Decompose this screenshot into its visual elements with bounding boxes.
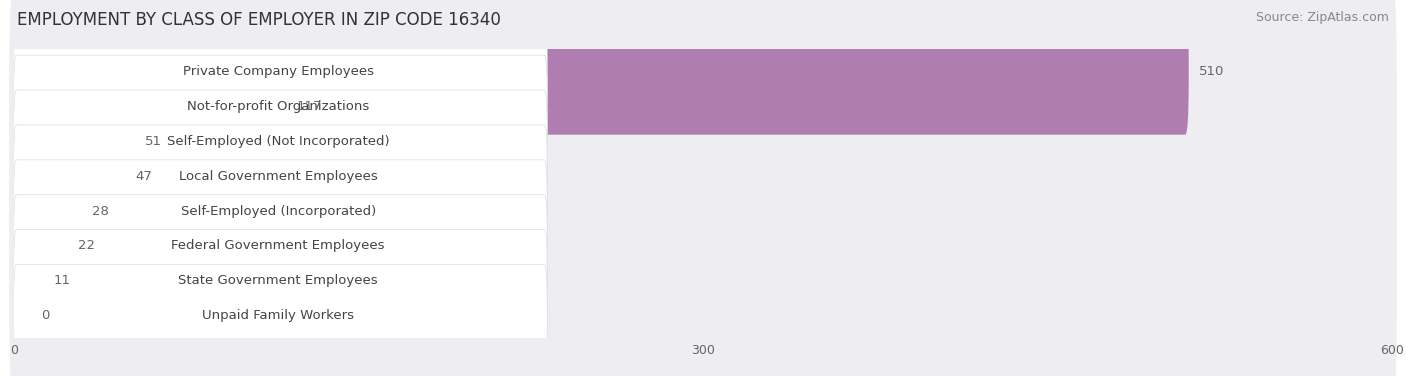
FancyBboxPatch shape [14,125,547,227]
FancyBboxPatch shape [14,195,547,297]
Text: Federal Government Employees: Federal Government Employees [172,240,385,252]
Text: 51: 51 [145,135,162,148]
Text: Not-for-profit Organizations: Not-for-profit Organizations [187,100,370,113]
Text: 47: 47 [136,170,153,183]
FancyBboxPatch shape [14,55,547,158]
Text: 510: 510 [1199,65,1225,78]
Text: Self-Employed (Not Incorporated): Self-Employed (Not Incorporated) [167,135,389,148]
Text: 22: 22 [79,240,96,252]
FancyBboxPatch shape [10,197,1396,365]
Text: 117: 117 [297,100,322,113]
Text: 0: 0 [42,309,51,322]
FancyBboxPatch shape [14,230,547,332]
FancyBboxPatch shape [14,90,547,193]
FancyBboxPatch shape [14,20,547,123]
FancyBboxPatch shape [11,148,82,274]
FancyBboxPatch shape [11,78,135,205]
FancyBboxPatch shape [11,253,37,376]
Text: Self-Employed (Incorporated): Self-Employed (Incorporated) [180,205,375,218]
Text: 28: 28 [93,205,110,218]
FancyBboxPatch shape [11,43,287,170]
FancyBboxPatch shape [10,57,1396,225]
FancyBboxPatch shape [10,22,1396,191]
FancyBboxPatch shape [10,92,1396,260]
Text: Source: ZipAtlas.com: Source: ZipAtlas.com [1256,11,1389,24]
Text: Local Government Employees: Local Government Employees [179,170,378,183]
FancyBboxPatch shape [14,264,547,367]
FancyBboxPatch shape [10,0,1396,156]
FancyBboxPatch shape [10,127,1396,295]
FancyBboxPatch shape [14,160,547,262]
FancyBboxPatch shape [11,113,125,240]
Text: Unpaid Family Workers: Unpaid Family Workers [202,309,354,322]
Text: Private Company Employees: Private Company Employees [183,65,374,78]
FancyBboxPatch shape [10,162,1396,330]
FancyBboxPatch shape [11,218,42,344]
Text: 11: 11 [53,274,70,287]
FancyBboxPatch shape [10,232,1396,376]
FancyBboxPatch shape [11,8,1188,135]
Text: EMPLOYMENT BY CLASS OF EMPLOYER IN ZIP CODE 16340: EMPLOYMENT BY CLASS OF EMPLOYER IN ZIP C… [17,11,501,29]
FancyBboxPatch shape [11,183,67,309]
Text: State Government Employees: State Government Employees [179,274,378,287]
